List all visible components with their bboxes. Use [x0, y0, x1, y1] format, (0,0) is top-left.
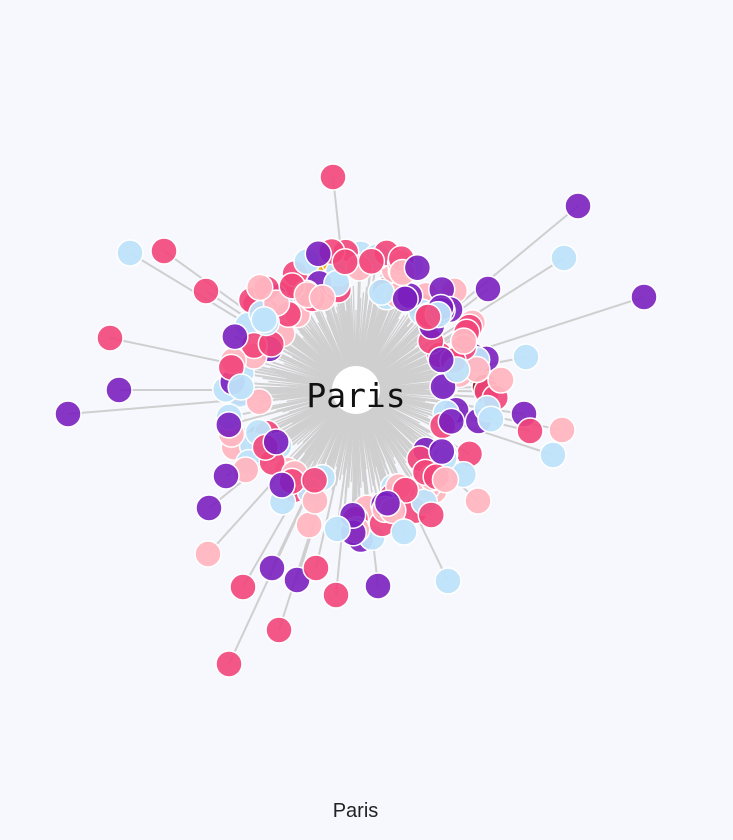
graph-node-light-pink[interactable] [245, 387, 273, 416]
graph-node-hot-pink[interactable] [319, 163, 347, 191]
graph-node-hot-pink[interactable] [417, 501, 445, 529]
graph-node-hot-pink[interactable] [265, 616, 293, 644]
graph-node-purple[interactable] [195, 494, 223, 522]
graph-node-hot-pink[interactable] [229, 573, 257, 601]
graph-node-light-blue[interactable] [477, 405, 505, 433]
graph-node-light-pink[interactable] [194, 540, 222, 568]
graph-node-purple[interactable] [262, 428, 290, 456]
graph-node-purple[interactable] [474, 275, 502, 303]
center-node-label: Paris [306, 376, 405, 415]
graph-node-purple[interactable] [630, 283, 658, 311]
graph-node-light-pink[interactable] [464, 487, 492, 515]
node-layer [54, 163, 658, 678]
edge-line [355, 389, 379, 587]
graph-node-light-blue[interactable] [512, 343, 540, 371]
graph-node-hot-pink[interactable] [302, 554, 330, 582]
graph-node-hot-pink[interactable] [357, 247, 386, 276]
graph-node-light-pink[interactable] [487, 366, 515, 394]
graph-node-purple[interactable] [105, 376, 133, 404]
edge-line [67, 389, 357, 415]
graph-node-purple[interactable] [427, 346, 456, 374]
graph-node-purple[interactable] [364, 572, 392, 600]
graph-node-light-blue[interactable] [367, 278, 396, 306]
graph-node-light-blue[interactable] [539, 441, 567, 469]
diagram-caption: Paris [332, 800, 379, 822]
graph-node-purple[interactable] [54, 400, 82, 428]
graph-node-hot-pink[interactable] [322, 581, 350, 609]
graph-node-light-blue[interactable] [390, 518, 418, 546]
graph-node-light-blue[interactable] [434, 567, 462, 595]
graph-node-purple[interactable] [221, 322, 249, 351]
graph-node-purple[interactable] [258, 554, 286, 582]
graph-node-hot-pink[interactable] [414, 303, 442, 331]
graph-node-purple[interactable] [304, 240, 333, 268]
graph-node-light-blue[interactable] [323, 515, 351, 543]
graph-node-purple[interactable] [403, 253, 432, 282]
graph-node-purple[interactable] [428, 437, 456, 466]
graph-node-purple[interactable] [373, 489, 402, 518]
graph-node-light-pink[interactable] [548, 416, 576, 444]
graph-node-hot-pink[interactable] [192, 277, 220, 305]
edge-line [355, 296, 645, 391]
edge-line [355, 205, 579, 391]
graph-node-light-pink[interactable] [295, 511, 323, 539]
graph-node-purple[interactable] [437, 407, 466, 436]
edge-line [335, 389, 357, 596]
graph-node-purple[interactable] [268, 471, 296, 499]
graph-node-hot-pink[interactable] [300, 466, 329, 495]
graph-node-hot-pink[interactable] [215, 650, 243, 678]
graph-node-purple[interactable] [564, 192, 592, 220]
graph-node-hot-pink[interactable] [331, 248, 359, 276]
graph-node-light-blue[interactable] [116, 239, 144, 267]
graph-node-hot-pink[interactable] [96, 324, 124, 352]
graph-node-hot-pink[interactable] [150, 237, 178, 265]
graph-node-light-blue[interactable] [250, 305, 278, 334]
graph-node-light-pink[interactable] [431, 466, 460, 494]
graph-node-purple[interactable] [215, 411, 243, 439]
graph-node-light-blue[interactable] [227, 373, 255, 401]
graph-node-purple[interactable] [212, 462, 240, 490]
graph-node-hot-pink[interactable] [516, 417, 544, 445]
center-node[interactable] [332, 366, 380, 414]
graph-node-light-pink[interactable] [308, 284, 337, 312]
graph-node-purple[interactable] [391, 285, 419, 313]
graph-node-light-pink[interactable] [246, 273, 274, 302]
graph-node-light-blue[interactable] [550, 244, 578, 272]
graph-node-light-pink[interactable] [450, 327, 478, 355]
